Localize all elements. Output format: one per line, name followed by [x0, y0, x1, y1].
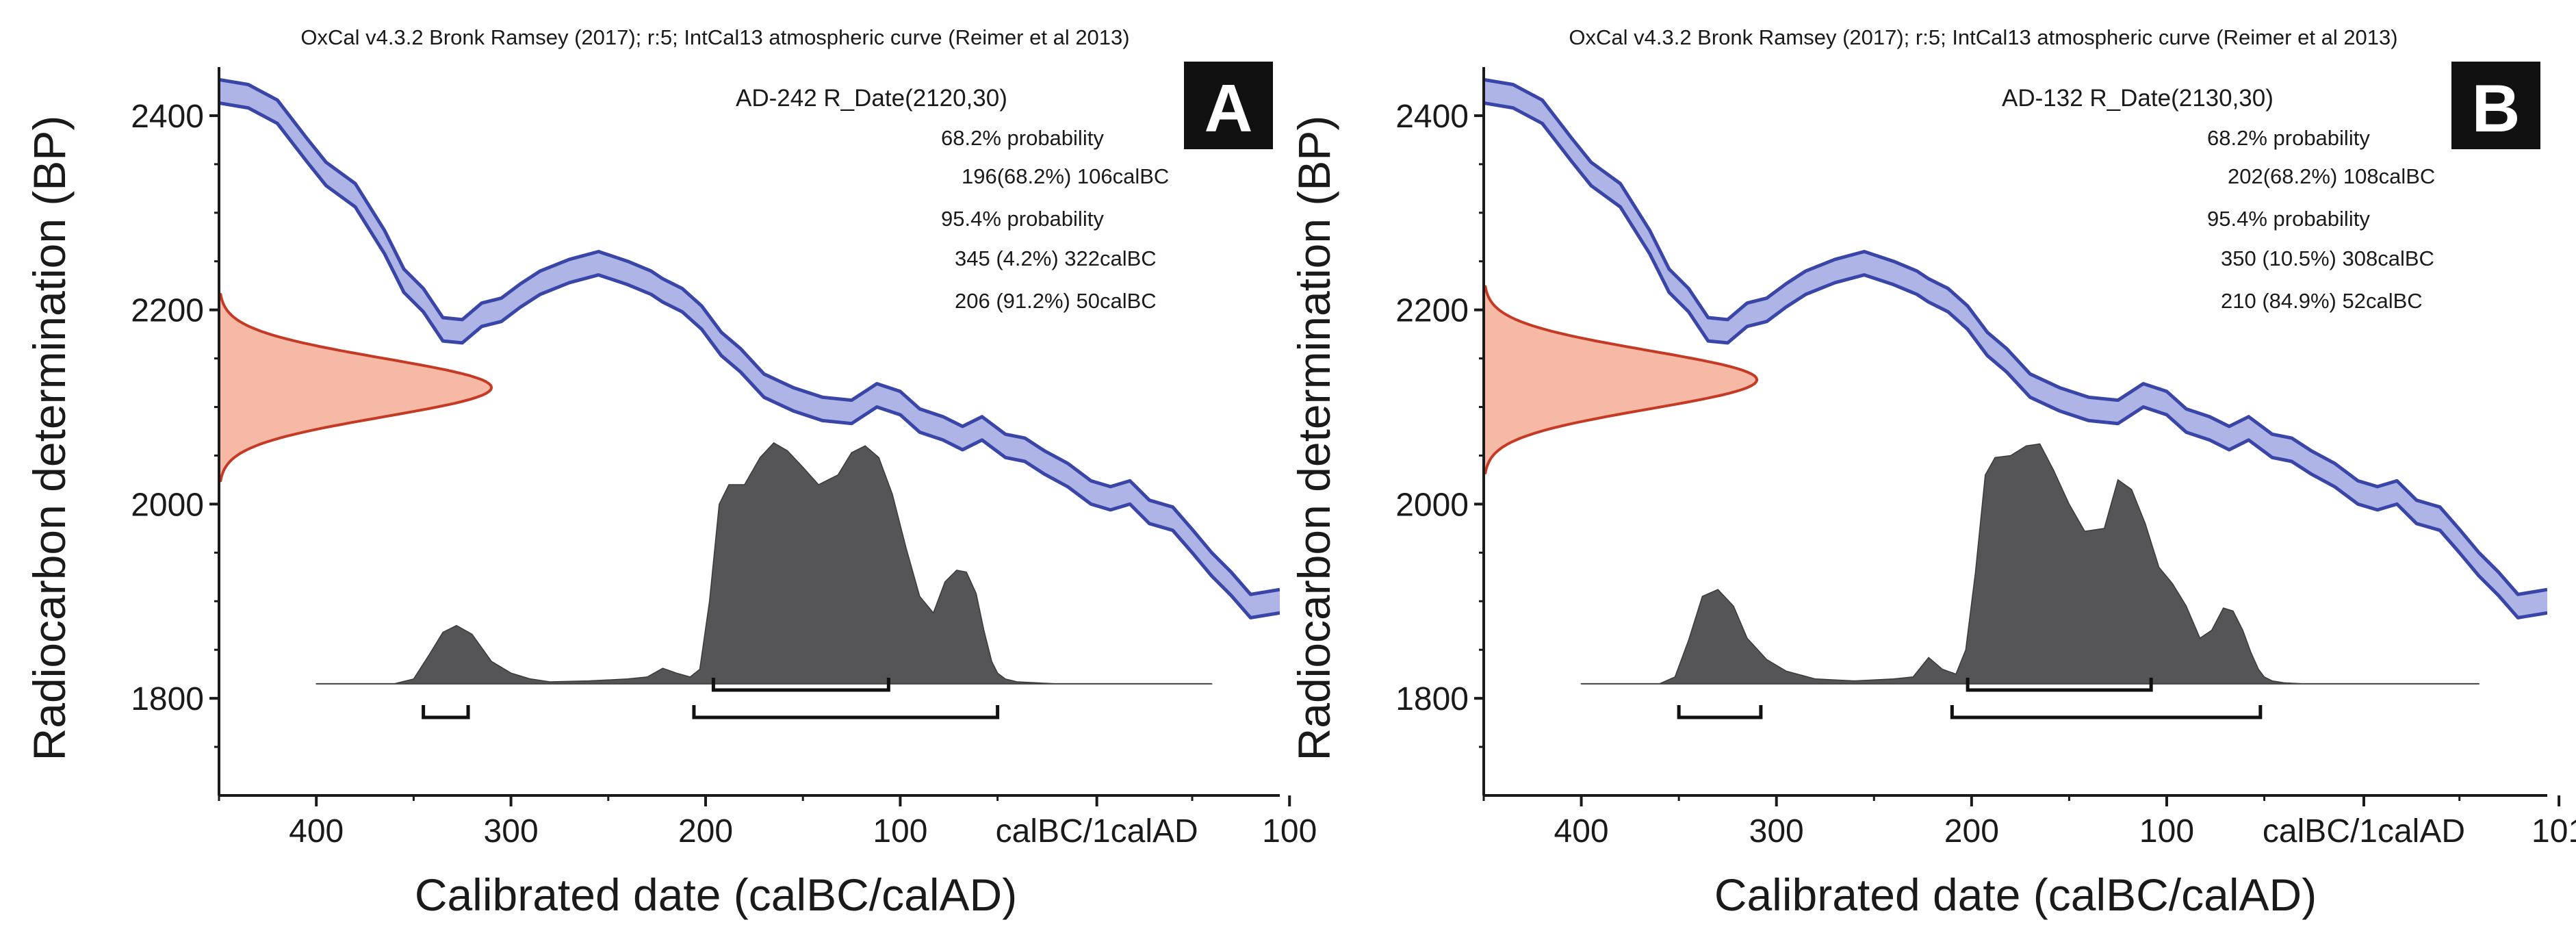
- panel-b-y-tick-label-1800: 1800: [1395, 681, 1469, 717]
- panel-a-x-tick-label-100: 100: [873, 813, 927, 850]
- panel-b-posterior-distribution: [1580, 443, 2480, 685]
- panel-a-badge-box: [1184, 62, 1273, 149]
- panel-a-y-tick-label-1800: 1800: [131, 681, 204, 717]
- panel-b-x-tick-label-400: 400: [1554, 813, 1609, 850]
- panel-a-calibration-curve-lower: [219, 101, 1280, 620]
- panel-a-badge-letter: A: [1205, 71, 1253, 146]
- panel-b-measurement-distribution: [1484, 285, 1759, 474]
- panel-a-posterior-distribution: [315, 442, 1213, 685]
- panel-a: 1800 2000 2200 2400 400 300 200 100 calBC/1calAD…: [24, 25, 1317, 920]
- panel-a-x-tick-label-300: 300: [484, 813, 539, 850]
- panel-b-y-axis-label: Radiocarbon determination (BP): [1289, 116, 1339, 761]
- panel-b-plot-area: [1484, 77, 2547, 685]
- panel-b-calibration-curve-lower: [1484, 101, 2547, 620]
- panel-b-interval-bracket-3: [1950, 705, 2263, 719]
- panel-b-range-line-3: 95.4% probability: [2207, 207, 2370, 231]
- panel-b-x-tick-label-300: 300: [1749, 813, 1804, 850]
- panel-a-interval-bracket-3: [692, 705, 1000, 719]
- panel-a-x-axis-label: Calibrated date (calBC/calAD): [415, 869, 1017, 920]
- panel-a-y-tick-label-2200: 2200: [131, 293, 204, 329]
- panel-b-calibration-curve-upper: [1484, 77, 2547, 596]
- panel-b-header-text: OxCal v4.3.2 Bronk Ramsey (2017); r:5; I…: [1569, 25, 2397, 49]
- panel-b-y-tick-label-2000: 2000: [1395, 487, 1469, 523]
- panel-b-range-line-1: 68.2% probability: [2207, 126, 2370, 150]
- panel-b-range-line-5: 210 (84.9%) 52calBC: [2221, 289, 2423, 313]
- panel-b-interval-bracket-2: [1677, 705, 1763, 719]
- panel-b-range-line-2: 202(68.2%) 108calBC: [2228, 164, 2435, 188]
- panel-b-x-tick-label-calBC/1calAD: calBC/1calAD: [2263, 813, 2465, 850]
- panel-b-y-tick-label-2200: 2200: [1395, 293, 1469, 329]
- panel-a-interval-bracket-2: [422, 705, 470, 719]
- panel-a-calibration-curve-upper: [219, 77, 1280, 596]
- panel-a-x-tick-label-200: 200: [678, 813, 733, 850]
- panel-a-sample-title: AD-242 R_Date(2120,30): [736, 85, 1007, 112]
- panel-b-badge-letter: B: [2472, 71, 2521, 146]
- panel-a-y-tick-label-2400: 2400: [131, 99, 204, 135]
- panel-a-y-tick-label-2000: 2000: [131, 487, 204, 523]
- panel-a-measurement-distribution: [219, 293, 493, 483]
- panel-a-header-text: OxCal v4.3.2 Bronk Ramsey (2017); r:5; I…: [300, 25, 1129, 49]
- panel-b-sample-title: AD-132 R_Date(2130,30): [2002, 85, 2274, 112]
- panel-a-interval-bracket-1: [711, 678, 890, 692]
- panel-a-x-tick-label-calBC/1calAD: calBC/1calAD: [996, 813, 1198, 850]
- panel-b-x-tick-label-200: 200: [1944, 813, 1999, 850]
- panel-a-x-tick-label-100: 100: [1262, 813, 1317, 850]
- panel-a-plot-area: [219, 77, 1280, 685]
- panel-b-x-axis-label: Calibrated date (calBC/calAD): [1714, 869, 2317, 920]
- panel-b-interval-bracket-1: [1966, 678, 2153, 692]
- panel-b: 1800 2000 2200 2400 400 300 200 100 calBC/1calAD…: [1289, 25, 2576, 920]
- panel-b-badge-box: [2451, 62, 2540, 149]
- panel-b-x-tick-label-101: 101: [2532, 813, 2576, 850]
- panel-a-range-line-3: 95.4% probability: [941, 207, 1104, 231]
- panel-a-range-line-2: 196(68.2%) 106calBC: [962, 164, 1169, 188]
- panel-b-range-line-4: 350 (10.5%) 308calBC: [2221, 246, 2434, 270]
- panel-a-x-tick-label-400: 400: [289, 813, 344, 850]
- panel-a-range-line-5: 206 (91.2%) 50calBC: [955, 289, 1157, 313]
- panel-a-y-axis-label: Radiocarbon determination (BP): [24, 116, 75, 761]
- panel-a-range-line-1: 68.2% probability: [941, 126, 1104, 150]
- panel-b-x-tick-label-100: 100: [2139, 813, 2194, 850]
- panel-b-y-tick-label-2400: 2400: [1395, 99, 1469, 135]
- panel-a-range-line-4: 345 (4.2%) 322calBC: [955, 246, 1157, 270]
